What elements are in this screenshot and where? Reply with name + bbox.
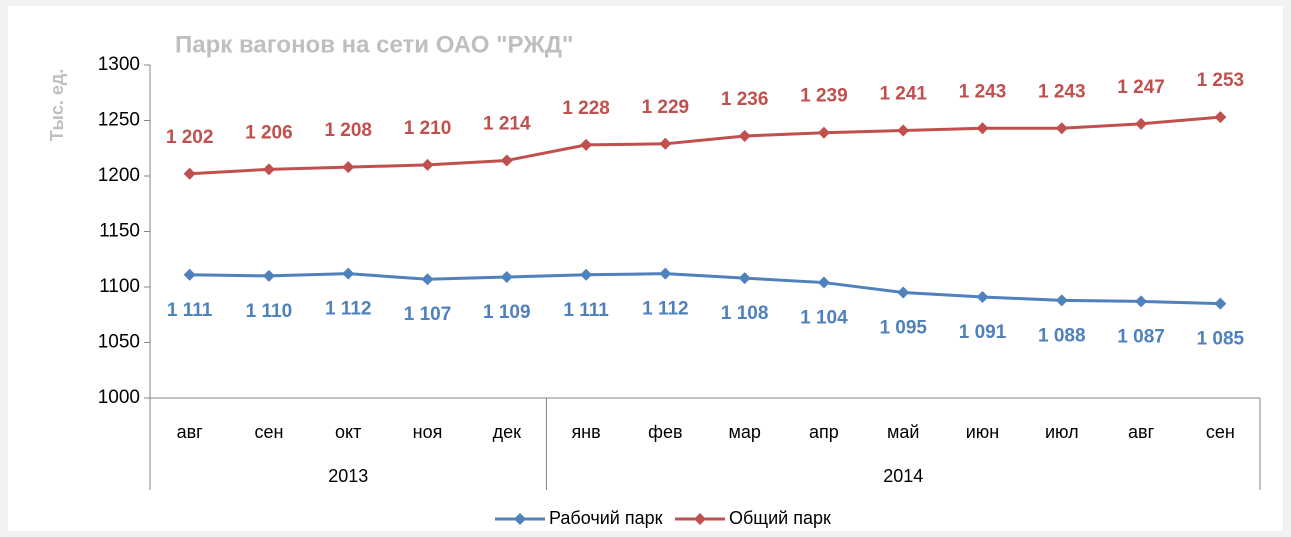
data-label: 1 253 bbox=[1197, 70, 1245, 91]
data-label: 1 208 bbox=[324, 120, 372, 141]
chart-area bbox=[8, 6, 1283, 531]
point-marker bbox=[262, 163, 275, 176]
chart-title: Парк вагонов на сети ОАО "РЖД" bbox=[175, 31, 573, 58]
x-tick-label: фев bbox=[648, 422, 682, 442]
x-tick-label: авг bbox=[1128, 422, 1155, 442]
point-marker bbox=[659, 267, 672, 280]
data-label: 1 108 bbox=[721, 303, 769, 324]
y-tick-label: 1150 bbox=[99, 221, 140, 242]
data-label: 1 206 bbox=[245, 122, 293, 143]
x-tick-label: авг bbox=[177, 422, 204, 442]
y-tick-label: 1100 bbox=[99, 276, 140, 297]
data-label: 1 210 bbox=[404, 118, 452, 139]
point-marker bbox=[1135, 117, 1148, 130]
legend-label: Общий парк bbox=[729, 508, 831, 528]
x-tick-label: июл bbox=[1045, 422, 1079, 442]
x-tick-label: ноя bbox=[413, 422, 443, 442]
data-label: 1 087 bbox=[1117, 326, 1165, 347]
x-tick-label: окт bbox=[335, 422, 361, 442]
point-marker bbox=[897, 124, 910, 137]
x-tick-label: янв bbox=[571, 422, 600, 442]
data-label: 1 109 bbox=[483, 302, 531, 323]
x-tick-label: сен bbox=[1206, 422, 1235, 442]
data-label: 1 111 bbox=[167, 300, 213, 321]
point-marker bbox=[183, 167, 196, 180]
point-marker bbox=[659, 137, 672, 150]
point-marker bbox=[817, 126, 830, 139]
data-label: 1 091 bbox=[959, 322, 1007, 343]
series-line bbox=[189, 115, 1221, 176]
data-label: 1 110 bbox=[246, 301, 293, 322]
point-marker bbox=[262, 269, 275, 282]
point-marker bbox=[976, 290, 989, 303]
point-marker bbox=[421, 158, 434, 171]
point-marker bbox=[580, 268, 593, 281]
data-label: 1 111 bbox=[563, 300, 609, 321]
point-marker bbox=[738, 130, 751, 143]
data-label: 1 241 bbox=[879, 84, 927, 105]
point-marker bbox=[183, 268, 196, 281]
legend-marker bbox=[694, 513, 706, 525]
legend-label: Рабочий парк bbox=[549, 508, 663, 528]
point-marker bbox=[1214, 111, 1227, 124]
data-label: 1 107 bbox=[404, 304, 452, 325]
point-marker bbox=[897, 286, 910, 299]
point-marker bbox=[1055, 294, 1068, 307]
point-marker bbox=[342, 267, 355, 280]
data-label: 1 095 bbox=[879, 318, 927, 339]
point-marker bbox=[580, 138, 593, 151]
x-tick-label: май bbox=[887, 422, 919, 442]
point-marker bbox=[500, 271, 513, 284]
data-label: 1 088 bbox=[1038, 325, 1086, 346]
x-tick-label: июн bbox=[966, 422, 1000, 442]
data-label: 1 202 bbox=[166, 127, 214, 148]
y-tick-label: 1200 bbox=[98, 165, 140, 186]
data-label: 1 229 bbox=[642, 97, 690, 118]
legend-marker bbox=[514, 513, 526, 525]
data-label: 1 236 bbox=[721, 89, 769, 110]
point-marker bbox=[421, 273, 434, 286]
point-marker bbox=[976, 122, 989, 135]
x-tick-label: апр bbox=[809, 422, 839, 442]
y-tick-label: 1250 bbox=[98, 110, 140, 131]
data-label: 1 247 bbox=[1117, 77, 1165, 98]
y-tick-label: 1000 bbox=[98, 387, 140, 408]
y-tick-label: 1300 bbox=[98, 54, 140, 75]
data-label: 1 243 bbox=[1038, 81, 1086, 102]
y-tick-label: 1050 bbox=[98, 332, 140, 353]
data-label: 1 214 bbox=[483, 113, 531, 134]
series-line bbox=[189, 272, 1221, 306]
data-label: 1 243 bbox=[959, 81, 1007, 102]
group-label: 2013 bbox=[328, 466, 368, 486]
point-marker bbox=[738, 272, 751, 285]
data-label: 1 228 bbox=[562, 98, 610, 119]
x-tick-label: мар bbox=[728, 422, 760, 442]
data-label: 1 085 bbox=[1197, 329, 1245, 350]
point-marker bbox=[500, 154, 513, 167]
point-marker bbox=[1214, 297, 1227, 310]
point-marker bbox=[817, 276, 830, 289]
data-label: 1 239 bbox=[800, 86, 848, 107]
data-label: 1 112 bbox=[325, 299, 372, 320]
point-marker bbox=[1055, 122, 1068, 135]
data-label: 1 112 bbox=[642, 299, 689, 320]
x-tick-label: сен bbox=[254, 422, 283, 442]
point-marker bbox=[342, 161, 355, 174]
data-label: 1 104 bbox=[800, 308, 848, 329]
y-axis-label: Тыс. ед. bbox=[47, 69, 67, 142]
point-marker bbox=[1135, 295, 1148, 308]
group-label: 2014 bbox=[883, 466, 923, 486]
x-tick-label: дек bbox=[493, 422, 522, 442]
